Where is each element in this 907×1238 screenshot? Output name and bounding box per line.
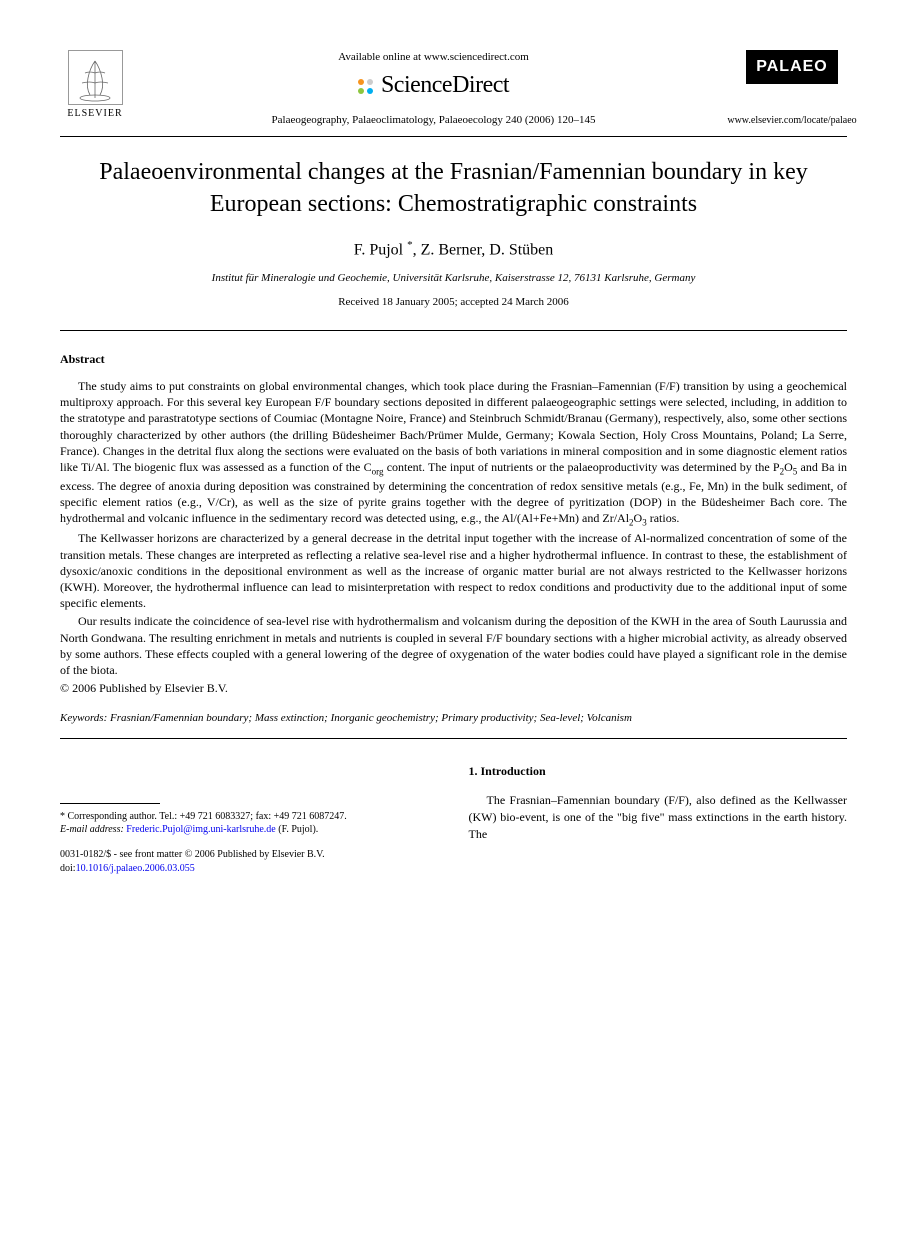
abstract-p1: The study aims to put constraints on glo… xyxy=(60,378,847,528)
elsevier-label: ELSEVIER xyxy=(67,107,122,121)
sciencedirect-text: ScienceDirect xyxy=(381,69,509,103)
header-row: ELSEVIER Available online at www.science… xyxy=(60,50,847,128)
email-link[interactable]: Frederic.Pujol@img.uni-karlsruhe.de xyxy=(126,824,275,835)
doi-label: doi: xyxy=(60,863,76,874)
article-title: Palaeoenvironmental changes at the Frasn… xyxy=(60,157,847,219)
journal-reference: Palaeogeography, Palaeoclimatology, Pala… xyxy=(150,113,717,128)
email-label: E-mail address: xyxy=(60,824,124,835)
tree-icon xyxy=(70,53,120,103)
copyright: © 2006 Published by Elsevier B.V. xyxy=(60,680,847,697)
right-column: 1. Introduction The Frasnian–Famennian b… xyxy=(469,763,848,876)
affiliation: Institut für Mineralogie und Geochemie, … xyxy=(60,271,847,286)
doi-line: doi:10.1016/j.palaeo.2006.03.055 xyxy=(60,862,439,876)
author-3: D. Stüben xyxy=(489,241,553,258)
abstract-heading: Abstract xyxy=(60,351,847,368)
doi-link[interactable]: 10.1016/j.palaeo.2006.03.055 xyxy=(76,863,195,874)
keywords-text: Frasnian/Famennian boundary; Mass extinc… xyxy=(110,712,632,724)
authors: F. Pujol *, Z. Berner, D. Stüben xyxy=(60,238,847,262)
abstract-p2: The Kellwasser horizons are characterize… xyxy=(60,530,847,611)
email-suffix: (F. Pujol). xyxy=(278,824,318,835)
sciencedirect-logo: ScienceDirect xyxy=(150,69,717,103)
corresponding-marker: * xyxy=(407,239,413,251)
abstract-p3: Our results indicate the coincidence of … xyxy=(60,613,847,678)
divider-after-keywords xyxy=(60,738,847,739)
palaeo-box: PALAEO xyxy=(746,50,837,84)
sd-dot xyxy=(358,88,364,94)
author-1: F. Pujol xyxy=(354,241,403,258)
keywords-label: Keywords: xyxy=(60,712,107,724)
issn-line: 0031-0182/$ - see front matter © 2006 Pu… xyxy=(60,848,439,862)
article-dates: Received 18 January 2005; accepted 24 Ma… xyxy=(60,295,847,310)
available-online-text: Available online at www.sciencedirect.co… xyxy=(150,50,717,65)
intro-heading: 1. Introduction xyxy=(469,763,848,780)
page-container: ELSEVIER Available online at www.science… xyxy=(0,0,907,926)
sd-dot xyxy=(367,88,373,94)
elsevier-logo: ELSEVIER xyxy=(60,50,130,121)
journal-url: www.elsevier.com/locate/palaeo xyxy=(727,114,856,128)
sd-dots-icon xyxy=(358,79,373,94)
journal-badge: PALAEO www.elsevier.com/locate/palaeo xyxy=(737,50,847,128)
elsevier-tree-icon xyxy=(68,50,123,105)
footnote-rule xyxy=(60,803,160,804)
center-header: Available online at www.sciencedirect.co… xyxy=(130,50,737,128)
corresponding-footnote: * Corresponding author. Tel.: +49 721 60… xyxy=(60,810,439,823)
email-footnote: E-mail address: Frederic.Pujol@img.uni-k… xyxy=(60,823,439,836)
two-column-body: * Corresponding author. Tel.: +49 721 60… xyxy=(60,763,847,876)
divider-top xyxy=(60,136,847,137)
intro-text: The Frasnian–Famennian boundary (F/F), a… xyxy=(469,792,848,842)
author-2: Z. Berner xyxy=(421,241,482,258)
left-column: * Corresponding author. Tel.: +49 721 60… xyxy=(60,763,439,876)
keywords: Keywords: Frasnian/Famennian boundary; M… xyxy=(60,711,847,726)
sd-dot xyxy=(358,79,364,85)
sd-dot xyxy=(367,79,373,85)
divider-before-abstract xyxy=(60,330,847,331)
